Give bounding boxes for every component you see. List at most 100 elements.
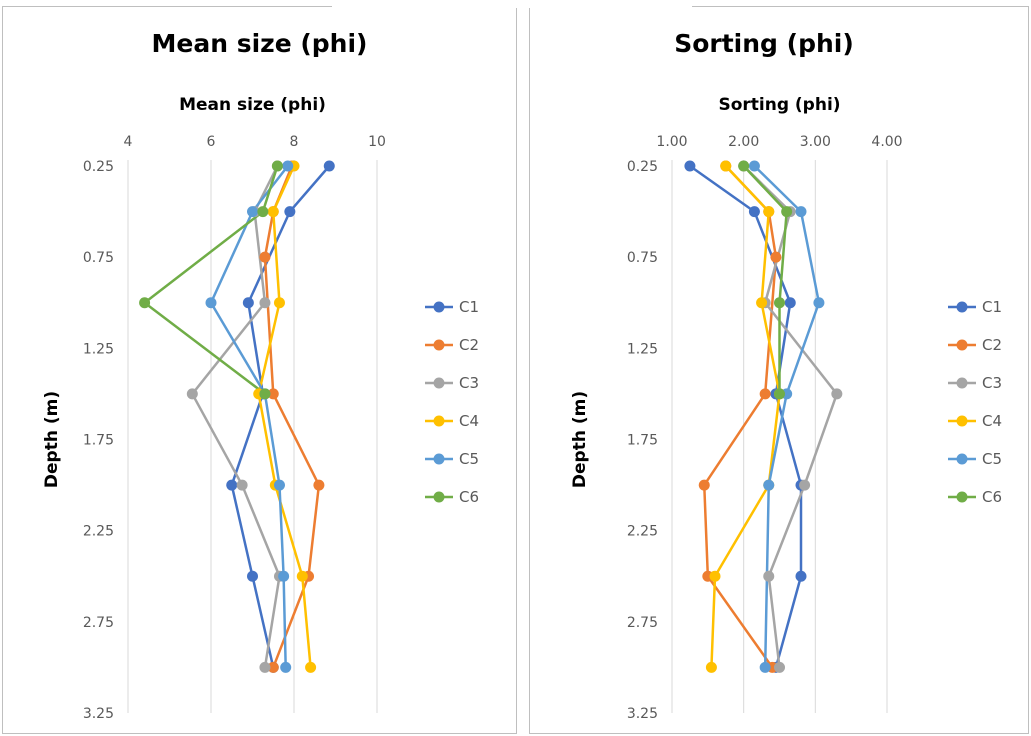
sorting-data-point-c3 [774,661,785,673]
sorting-y-axis-title: Depth (m) [570,391,590,488]
sorting-data-point-c3 [799,479,811,491]
mean-y-tick-label: 1.25 [83,341,114,357]
mean-data-point-c6 [259,388,271,400]
sorting-data-point-c4 [709,570,721,582]
mean-legend-label-c3: C3 [459,374,479,392]
mean-y-tick-label: 0.75 [83,250,114,266]
mean-data-point-c1 [226,479,238,491]
sorting-chart-title: Sorting (phi) [674,29,854,58]
sorting-x-tick-label: 3.00 [800,134,831,150]
mean-data-point-c5 [278,570,290,582]
sorting-series-line-c3 [742,165,839,668]
sorting-x-tick-label: 4.00 [871,134,902,150]
sorting-data-point-c5 [748,160,760,172]
mean-y-tick-label: 2.75 [83,615,114,631]
mean-data-point-c4 [296,570,308,582]
sorting-data-point-c1 [795,570,807,582]
mean-y-tick-label: 3.25 [83,706,114,722]
mean-data-point-c6 [257,206,269,218]
sorting-data-point-c4 [705,661,717,673]
sorting-data-point-c4 [763,206,775,218]
sorting-x-tick-label: 1.00 [656,134,687,150]
mean-series-line-c3 [191,165,281,668]
sorting-data-point-c5 [759,661,771,673]
mean-data-point-c5 [205,297,217,309]
sorting-legend-label-c5: C5 [982,450,1002,468]
sorting-y-tick-label: 2.25 [627,524,658,540]
mean-data-point-c3 [259,297,271,309]
sorting-data-point-c6 [774,297,785,309]
mean-legend-label-c2: C2 [459,336,479,354]
top-cropped-text [332,0,692,8]
sorting-data-point-c5 [813,297,825,309]
sorting-legend-label-c1: C1 [982,298,1002,316]
mean-legend-marker-c2 [433,339,445,351]
sorting-data-point-c2 [770,251,782,263]
mean-data-point-c2 [313,479,325,491]
mean-data-point-c2 [267,661,279,673]
sorting-y-tick-label: 1.75 [627,433,658,449]
mean-x-axis-title: Mean size (phi) [179,95,326,115]
sorting-legend-marker-c2 [956,339,968,351]
mean-data-point-c1 [284,206,296,218]
mean-legend-label-c4: C4 [459,412,479,430]
sorting-data-point-c3 [831,388,843,400]
mean-data-point-c5 [282,160,294,172]
sorting-legend-marker-c6 [956,491,968,503]
mean-chart: Mean size (phi) 4 6 8 10 0.25 0.75 1.25 1.75 2.25… [42,95,479,722]
sorting-data-point-c3 [763,570,775,582]
sorting-y-tick-label: 2.75 [627,615,658,631]
sorting-chart: Sorting (phi) 1.00 2.00 3.00 4.00 0.25 0.75 1.2… [570,95,1002,722]
mean-legend-marker-c1 [433,301,445,313]
sorting-y-tick-label: 1.25 [627,341,658,357]
mean-size-chart-title: Mean size (phi) [151,29,368,58]
sorting-legend-label-c4: C4 [982,412,1002,430]
mean-legend-label-c1: C1 [459,298,479,316]
mean-data-point-c2 [259,251,271,263]
mean-data-point-c6 [139,297,151,309]
mean-data-point-c3 [186,388,198,400]
sorting-data-point-c1 [684,160,696,172]
sorting-legend-label-c2: C2 [982,336,1002,354]
mean-series-line-c1 [230,165,331,668]
mean-data-point-c4 [273,297,285,309]
sorting-legend-marker-c1 [956,301,968,313]
sorting-series-line-c4 [710,165,781,668]
mean-data-point-c1 [247,570,258,582]
sorting-data-point-c5 [763,479,775,491]
sorting-data-point-c1 [748,206,760,218]
sorting-series-line-c6 [742,165,788,394]
sorting-data-point-c4 [756,297,768,309]
mean-y-tick-label: 2.25 [83,524,114,540]
mean-data-point-c3 [236,479,248,491]
sorting-data-point-c2 [698,479,710,491]
mean-data-point-c2 [267,388,279,400]
mean-y-axis-title: Depth (m) [42,391,62,488]
sorting-data-point-c6 [774,388,785,400]
sorting-y-tick-label: 3.25 [627,706,658,722]
sorting-legend-label-c6: C6 [982,488,1002,506]
mean-legend-marker-c6 [433,491,445,503]
mean-x-tick-label: 10 [368,134,386,150]
mean-x-tick-label: 4 [124,134,133,150]
mean-series-line-c6 [143,165,279,395]
sorting-y-tick-label: 0.75 [627,250,658,266]
mean-x-tick-label: 8 [290,134,299,150]
sorting-data-point-c1 [784,297,796,309]
sorting-data-point-c6 [781,206,793,218]
mean-legend-label-c5: C5 [459,450,479,468]
mean-legend-marker-c5 [433,453,445,465]
mean-y-tick-label: 1.75 [83,433,114,449]
sorting-x-tick-label: 2.00 [728,134,759,150]
sorting-legend-marker-c5 [956,453,968,465]
mean-data-point-c4 [305,661,317,673]
mean-legend-marker-c4 [433,415,445,427]
mean-legend-marker-c3 [433,377,445,389]
mean-x-tick-label: 6 [207,134,216,150]
mean-data-point-c5 [273,479,285,491]
sorting-x-axis-title: Sorting (phi) [718,95,840,115]
sorting-legend-marker-c3 [956,377,968,389]
mean-series-line-c2 [263,165,321,668]
sorting-legend-marker-c4 [956,415,968,427]
